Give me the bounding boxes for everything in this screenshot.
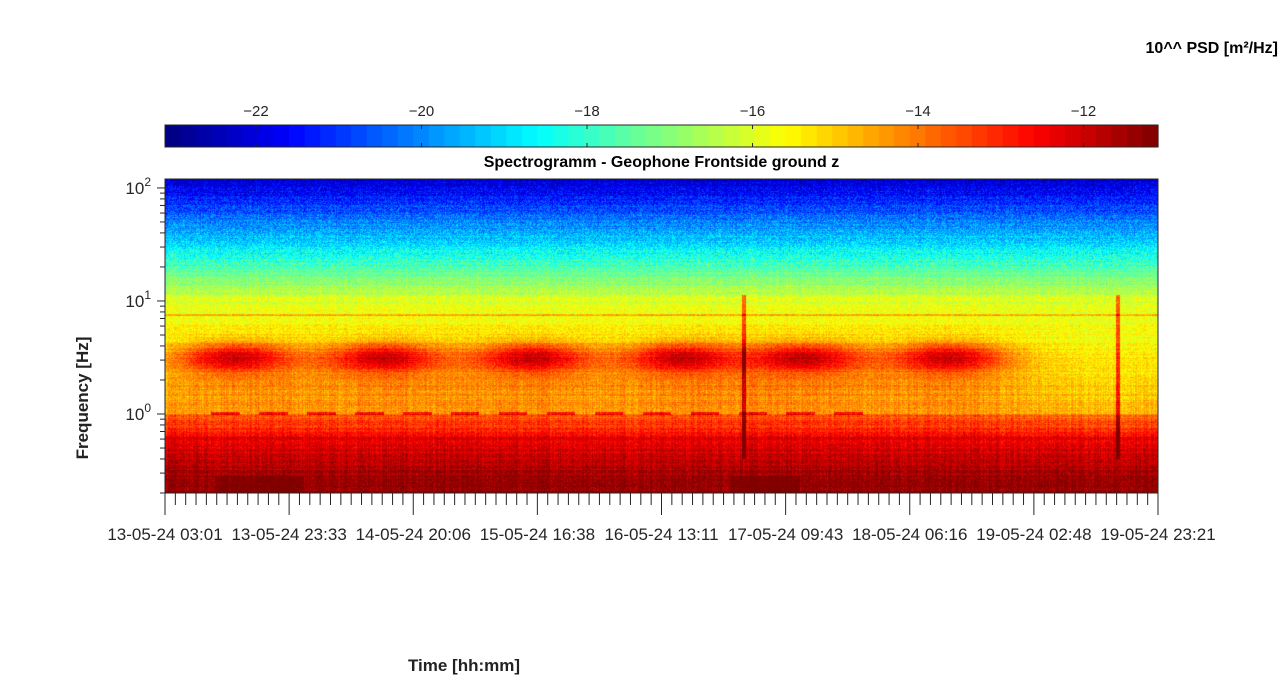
colorbar-tick-label: −22 xyxy=(243,103,268,120)
colorbar-label: 10^^ PSD [m²/Hz] xyxy=(1145,40,1278,57)
colorbar-swatch xyxy=(863,125,880,147)
colorbar-tick-label: −18 xyxy=(574,103,599,120)
colorbar-swatch xyxy=(708,125,725,147)
colorbar-swatch xyxy=(847,125,864,147)
colorbar-swatch xyxy=(1111,125,1128,147)
colorbar-tick-label: −14 xyxy=(905,103,930,120)
colorbar-swatch xyxy=(366,125,383,147)
colorbar-swatch xyxy=(956,125,973,147)
colorbar-swatch xyxy=(196,125,213,147)
colorbar-tick-label: −12 xyxy=(1071,103,1096,120)
colorbar-swatch xyxy=(1049,125,1066,147)
colorbar-swatch xyxy=(971,125,988,147)
x-axis: 13-05-24 03:01 13-05-24 23:33 14-05-24 20:… xyxy=(107,493,1216,544)
colorbar-swatch xyxy=(242,125,259,147)
colorbar-swatch xyxy=(925,125,942,147)
colorbar-swatch xyxy=(754,125,771,147)
y-tick-label: 102 xyxy=(125,175,151,198)
colorbar-swatch xyxy=(801,125,818,147)
colorbar-swatch xyxy=(677,125,694,147)
colorbar-swatch xyxy=(878,125,895,147)
colorbar-swatch xyxy=(832,125,849,147)
x-tick-label: 13-05-24 23:33 xyxy=(231,525,346,544)
colorbar-swatch xyxy=(940,125,957,147)
colorbar-swatch xyxy=(909,125,926,147)
colorbar-swatch xyxy=(987,125,1004,147)
x-tick-label: 19-05-24 02:48 xyxy=(976,525,1091,544)
y-axis: 102 101 100 xyxy=(125,175,165,494)
colorbar-swatch xyxy=(397,125,414,147)
colorbar-swatch xyxy=(521,125,538,147)
colorbar-ticks: −22 −20 −18 −16 −14 −12 xyxy=(243,103,1096,147)
colorbar-swatch xyxy=(475,125,492,147)
x-tick-label: 17-05-24 09:43 xyxy=(728,525,843,544)
colorbar-swatch xyxy=(645,125,663,147)
chart-title: Spectrogramm - Geophone Frontside ground… xyxy=(483,154,840,171)
spectrogram-heatmap xyxy=(165,179,1158,493)
colorbar-swatch xyxy=(227,125,244,147)
colorbar-swatch xyxy=(506,125,523,147)
x-tick-label: 19-05-24 23:21 xyxy=(1100,525,1215,544)
colorbar-swatch xyxy=(413,125,430,147)
x-axis-label: Time [hh:mm] xyxy=(407,656,521,675)
colorbar-swatch xyxy=(785,125,802,147)
x-tick-label: 16-05-24 13:11 xyxy=(604,525,718,544)
colorbar-swatch xyxy=(211,125,228,147)
x-tick-label: 18-05-24 06:16 xyxy=(852,525,967,544)
colorbar-swatch xyxy=(1142,125,1159,147)
colorbar-swatch xyxy=(490,125,507,147)
x-tick-label: 13-05-24 03:01 xyxy=(107,525,222,544)
colorbar-swatch xyxy=(599,125,616,147)
colorbar-tick-label: −16 xyxy=(740,103,765,120)
colorbar-swatch xyxy=(335,125,352,147)
colorbar-swatch xyxy=(568,125,585,147)
y-tick-label: 100 xyxy=(125,401,151,424)
colorbar xyxy=(164,124,1159,148)
colorbar-swatch xyxy=(289,125,306,147)
colorbar-swatch xyxy=(273,125,290,147)
colorbar-swatch xyxy=(1095,125,1113,147)
colorbar-swatch xyxy=(165,125,182,147)
colorbar-swatch xyxy=(723,125,740,147)
x-tick-label: 14-05-24 20:06 xyxy=(356,525,471,544)
colorbar-swatch xyxy=(614,125,632,147)
colorbar-swatch xyxy=(692,125,709,147)
colorbar-swatch xyxy=(537,125,554,147)
colorbar-swatch xyxy=(770,125,787,147)
colorbar-swatch xyxy=(739,125,756,147)
colorbar-swatch xyxy=(258,125,275,147)
colorbar-swatch xyxy=(1033,125,1050,147)
colorbar-swatch xyxy=(382,125,399,147)
colorbar-swatch xyxy=(552,125,570,147)
colorbar-swatch xyxy=(304,125,321,147)
colorbar-swatch xyxy=(661,125,678,147)
colorbar-swatch xyxy=(1018,125,1035,147)
colorbar-tick-label: −20 xyxy=(409,103,434,120)
colorbar-swatch xyxy=(351,125,368,147)
colorbar-swatch xyxy=(1126,125,1144,147)
x-tick-label: 15-05-24 16:38 xyxy=(480,525,595,544)
colorbar-swatch xyxy=(1080,125,1097,147)
colorbar-swatch xyxy=(444,125,461,147)
colorbar-swatch xyxy=(630,125,647,147)
colorbar-swatch xyxy=(583,125,601,147)
colorbar-swatch xyxy=(320,125,337,147)
y-axis-label: Frequency [Hz] xyxy=(73,336,92,460)
colorbar-swatch xyxy=(1064,125,1082,147)
colorbar-swatch xyxy=(459,125,476,147)
colorbar-swatch xyxy=(180,125,197,147)
colorbar-swatch xyxy=(428,125,445,147)
colorbar-frame xyxy=(164,124,1159,148)
colorbar-swatch xyxy=(816,125,833,147)
colorbar-swatch xyxy=(894,125,911,147)
colorbar-swatch xyxy=(1002,125,1019,147)
spectrogram-image xyxy=(165,179,1158,493)
y-tick-label: 101 xyxy=(125,288,151,311)
